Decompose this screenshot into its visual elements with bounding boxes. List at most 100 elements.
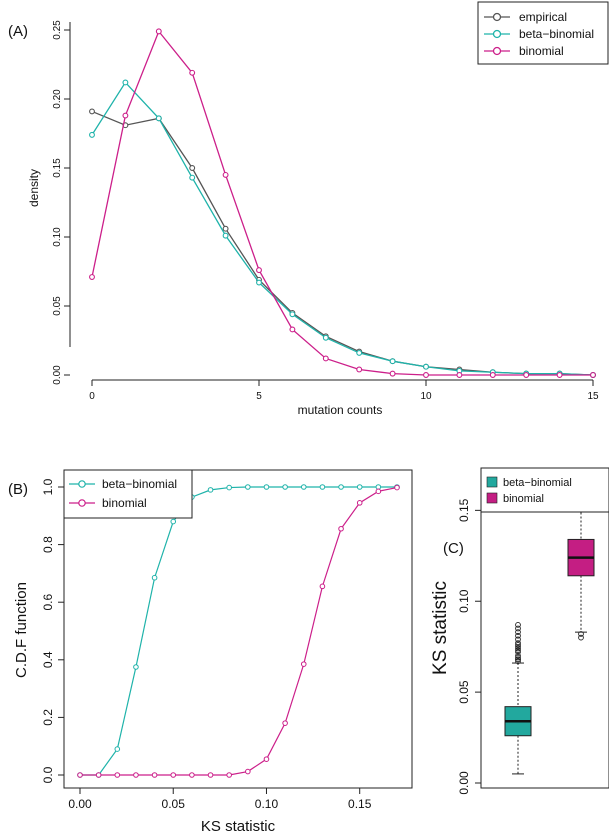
outlier-point bbox=[578, 631, 584, 637]
y-tick-label: 0.0 bbox=[41, 766, 55, 783]
panel-a-y-label: density bbox=[27, 169, 41, 207]
outlier-point bbox=[515, 652, 521, 659]
legend-label: binomial bbox=[519, 44, 564, 58]
panel-a-x-label: mutation counts bbox=[298, 403, 383, 417]
data-point bbox=[300, 661, 307, 667]
x-tick-label: 0.15 bbox=[348, 797, 372, 811]
data-point bbox=[245, 484, 251, 490]
data-point bbox=[77, 772, 83, 778]
outlier-point bbox=[515, 622, 521, 628]
legend-label: binomial bbox=[503, 493, 544, 505]
outlier-point bbox=[515, 629, 521, 635]
data-point bbox=[170, 772, 177, 778]
legend-entry: beta−binomial bbox=[69, 477, 177, 491]
panel-a-y-ticks: 0.00 0.05 0.10 0.15 0.20 0.25 bbox=[52, 20, 70, 385]
y-tick-label: 0.4 bbox=[41, 651, 55, 668]
x-tick-label: 5 bbox=[256, 391, 262, 402]
data-point bbox=[226, 772, 232, 778]
panel-c: (C) 0.00 0.05 0.10 0.15 KS statistic beta−b… bbox=[430, 467, 609, 795]
data-point bbox=[375, 488, 382, 495]
outlier-point bbox=[515, 643, 521, 650]
legend-entry: binomial bbox=[69, 496, 147, 510]
data-point bbox=[222, 225, 229, 232]
legend-entry: binomial bbox=[486, 492, 544, 505]
legend-entry: binomial bbox=[484, 44, 564, 58]
outlier-point bbox=[515, 645, 521, 652]
x-tick-label: 15 bbox=[587, 391, 599, 402]
y-tick-label: 0.10 bbox=[457, 589, 471, 613]
x-tick-label: 10 bbox=[420, 391, 432, 402]
y-tick-label: 0.15 bbox=[52, 158, 63, 178]
series-2 bbox=[89, 28, 596, 378]
y-tick-label: 0.15 bbox=[457, 498, 471, 522]
data-point bbox=[226, 484, 232, 491]
data-point bbox=[423, 363, 429, 370]
data-point bbox=[189, 772, 195, 778]
x-tick-label: 0.10 bbox=[255, 797, 279, 811]
panel-a: (A) 0 5 10 15 0.00 0.05 0.10 0.15 0.20 0.25 muta… bbox=[8, 1, 609, 417]
data-point bbox=[319, 583, 326, 590]
data-point bbox=[122, 112, 129, 119]
panel-b-y-ticks: 0.0 0.2 0.4 0.6 0.8 1.0 bbox=[41, 478, 64, 783]
data-point bbox=[322, 355, 329, 362]
panel-b-legend: beta−binomial binomial bbox=[63, 469, 193, 519]
panel-b: (B) 0.00 0.05 0.10 0.15 0.00.20.40.60.81.0 … bbox=[8, 469, 413, 835]
legend-marker bbox=[78, 480, 86, 488]
data-point bbox=[322, 334, 329, 341]
legend-entry: beta−binomial bbox=[484, 27, 594, 41]
outlier-point bbox=[515, 658, 521, 665]
outlier-point bbox=[515, 640, 521, 646]
outlier-point bbox=[515, 632, 521, 639]
legend-marker bbox=[78, 499, 86, 507]
data-point bbox=[155, 28, 162, 35]
data-point bbox=[151, 574, 158, 581]
data-point bbox=[256, 267, 262, 274]
panel-b-x-label: KS statistic bbox=[201, 818, 276, 835]
y-tick-label: 0.05 bbox=[457, 680, 471, 704]
y-tick-label: 1.0 bbox=[41, 478, 55, 495]
outlier-point bbox=[578, 634, 584, 641]
data-point bbox=[356, 484, 363, 490]
data-point bbox=[189, 174, 196, 181]
panel-c-label: (C) bbox=[443, 540, 464, 557]
box-0 bbox=[504, 622, 532, 775]
series-1 bbox=[77, 484, 400, 778]
panel-b-y-label: C.D.F function bbox=[13, 582, 30, 678]
panel-b-label: (B) bbox=[8, 481, 28, 498]
panel-c-plot-box bbox=[480, 467, 609, 789]
y-tick-label: 0.10 bbox=[52, 227, 63, 247]
data-point bbox=[356, 500, 363, 506]
data-point bbox=[189, 165, 196, 171]
legend-swatch bbox=[486, 492, 498, 504]
x-tick-label: 0 bbox=[89, 391, 95, 402]
data-point bbox=[263, 484, 270, 490]
x-tick-label: 0.05 bbox=[162, 797, 186, 811]
legend-marker bbox=[492, 46, 502, 56]
y-tick-label: 0.00 bbox=[52, 365, 63, 385]
legend-label: beta−binomial bbox=[519, 27, 594, 41]
data-point bbox=[133, 772, 139, 778]
data-point bbox=[523, 372, 530, 378]
data-point bbox=[207, 487, 214, 493]
panel-b-series bbox=[77, 484, 400, 778]
series-line bbox=[91, 30, 593, 376]
data-point bbox=[282, 484, 288, 490]
data-point bbox=[189, 69, 196, 76]
data-point bbox=[89, 274, 95, 280]
y-tick-label: 0.20 bbox=[52, 89, 63, 109]
data-point bbox=[170, 518, 177, 525]
data-point bbox=[456, 372, 463, 378]
data-point bbox=[319, 484, 326, 490]
data-point bbox=[289, 326, 296, 333]
legend-entry: beta−binomial bbox=[486, 476, 572, 489]
data-point bbox=[133, 664, 139, 670]
y-tick-label: 0.00 bbox=[457, 771, 471, 795]
data-point bbox=[89, 131, 95, 138]
panel-a-series bbox=[89, 28, 596, 378]
data-point bbox=[394, 484, 400, 491]
panel-b-plot-box bbox=[63, 469, 413, 789]
data-point bbox=[289, 311, 296, 318]
data-point bbox=[389, 358, 396, 365]
legend-swatch bbox=[486, 476, 498, 488]
series-0 bbox=[77, 484, 400, 778]
